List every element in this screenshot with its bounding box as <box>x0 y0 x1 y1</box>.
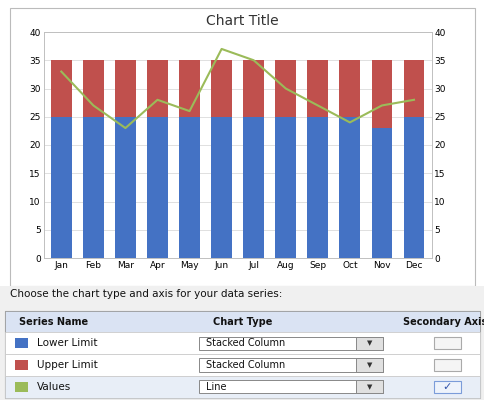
Bar <box>371 60 392 128</box>
Bar <box>179 60 199 117</box>
Bar <box>275 60 296 117</box>
FancyBboxPatch shape <box>198 358 382 372</box>
FancyBboxPatch shape <box>5 332 479 354</box>
Text: Line: Line <box>206 382 226 392</box>
FancyBboxPatch shape <box>0 286 484 400</box>
FancyBboxPatch shape <box>198 336 382 350</box>
Text: ▼: ▼ <box>366 384 372 390</box>
Bar <box>51 60 72 117</box>
Bar <box>115 60 136 117</box>
Bar <box>339 60 360 117</box>
Bar <box>307 60 328 117</box>
Text: Stacked Column: Stacked Column <box>206 360 285 370</box>
Bar <box>83 117 104 258</box>
Text: Choose the chart type and axis for your data series:: Choose the chart type and axis for your … <box>10 290 282 300</box>
Bar <box>275 117 296 258</box>
Text: Secondary Axis: Secondary Axis <box>402 317 484 327</box>
Bar <box>15 382 28 392</box>
FancyBboxPatch shape <box>433 337 460 349</box>
Text: ▼: ▼ <box>366 340 372 346</box>
FancyBboxPatch shape <box>356 358 382 372</box>
Bar <box>243 60 264 117</box>
Text: Chart Type: Chart Type <box>213 317 272 327</box>
Text: Lower Limit: Lower Limit <box>37 338 97 348</box>
Bar <box>243 117 264 258</box>
FancyBboxPatch shape <box>433 381 460 393</box>
Bar <box>15 338 28 348</box>
FancyBboxPatch shape <box>198 380 382 393</box>
Bar <box>179 117 199 258</box>
FancyBboxPatch shape <box>5 376 479 398</box>
Bar <box>147 60 167 117</box>
Text: Series Name: Series Name <box>19 317 89 327</box>
FancyBboxPatch shape <box>5 311 479 332</box>
Bar <box>403 117 424 258</box>
Bar <box>147 117 167 258</box>
Legend: Lower Limit, Upper Limit, Values: Lower Limit, Upper Limit, Values <box>126 300 348 317</box>
Text: Values: Values <box>37 382 71 392</box>
Bar <box>211 60 231 117</box>
Bar <box>339 117 360 258</box>
Bar <box>403 60 424 117</box>
FancyBboxPatch shape <box>356 380 382 393</box>
FancyBboxPatch shape <box>356 336 382 350</box>
Text: ▼: ▼ <box>366 362 372 368</box>
Bar <box>83 60 104 117</box>
Bar <box>211 117 231 258</box>
FancyBboxPatch shape <box>5 311 479 398</box>
Text: Upper Limit: Upper Limit <box>37 360 97 370</box>
Bar <box>307 117 328 258</box>
FancyBboxPatch shape <box>5 354 479 376</box>
Bar <box>371 128 392 258</box>
Text: ✓: ✓ <box>442 382 451 392</box>
Bar <box>51 117 72 258</box>
Text: Chart Title: Chart Title <box>206 14 278 28</box>
Bar <box>115 117 136 258</box>
FancyBboxPatch shape <box>433 359 460 371</box>
Text: Stacked Column: Stacked Column <box>206 338 285 348</box>
Bar <box>15 360 28 370</box>
